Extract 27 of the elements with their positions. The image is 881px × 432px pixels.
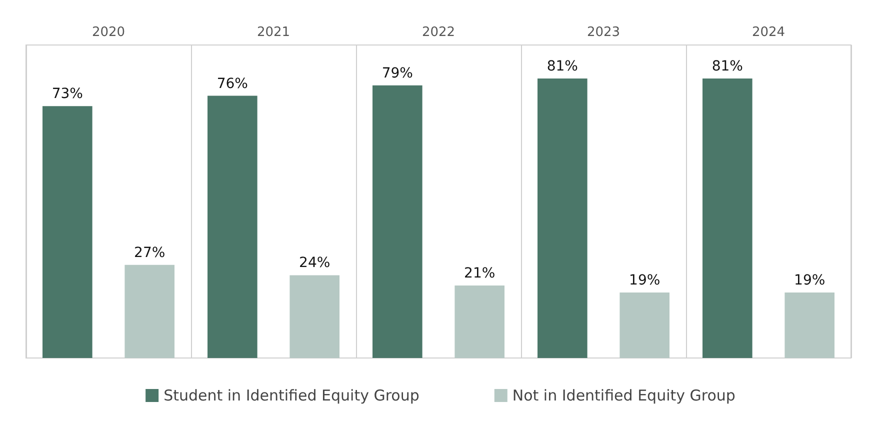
data-label: 76% xyxy=(216,76,248,92)
bar xyxy=(784,292,834,358)
data-label: 24% xyxy=(299,255,330,272)
x-tick-label: 2023 xyxy=(586,25,620,40)
data-label: 81% xyxy=(546,58,578,75)
bar xyxy=(702,78,752,358)
data-label: 19% xyxy=(629,272,660,288)
data-label: 21% xyxy=(464,266,496,282)
x-tick-label: 2020 xyxy=(92,25,126,40)
data-label: 79% xyxy=(382,65,413,82)
bar xyxy=(454,286,504,358)
data-label: 27% xyxy=(134,244,166,261)
data-label: 73% xyxy=(52,86,83,102)
x-tick-label: 2021 xyxy=(256,25,290,40)
legend-label: Not in Identified Equity Group xyxy=(512,386,736,404)
bar xyxy=(42,106,92,358)
bar xyxy=(620,292,670,358)
x-tick-label: 2024 xyxy=(752,25,786,40)
x-tick-label: 2022 xyxy=(422,25,456,40)
bar xyxy=(538,78,588,358)
data-label: 19% xyxy=(794,272,826,288)
legend-label: Student in Identified Equity Group xyxy=(164,386,420,404)
bar xyxy=(290,275,340,358)
bar xyxy=(208,96,258,358)
bar xyxy=(372,85,422,358)
data-label: 81% xyxy=(712,58,743,75)
bar xyxy=(124,264,174,358)
